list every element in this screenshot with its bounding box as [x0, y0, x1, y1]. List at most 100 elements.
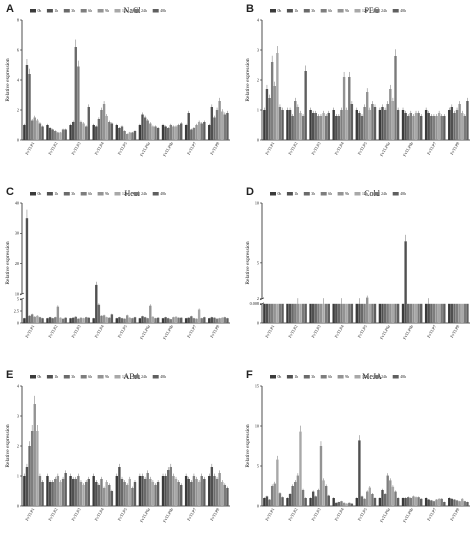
bar-b-fvtlp7-6h [432, 116, 436, 140]
bar-b-fvtlp4-1h [335, 116, 338, 140]
bar-d-fvtlp3-24h [324, 303, 328, 323]
y-tick-label: 20 [15, 261, 19, 266]
bar-a-fvtlp6b-24h [177, 125, 180, 140]
bar-b-fvtlp5-48h [373, 107, 377, 140]
bar-f-fvtlp4-0h [332, 498, 335, 506]
bar-a-fvtlp5-6h [123, 131, 126, 140]
bar-c-fvtlp6a-6h [146, 318, 149, 323]
bar-a-fvtlp1-9h [33, 117, 36, 140]
bar-c-fvtlp7-1h [187, 317, 190, 323]
x-tick-label: FvTLP5 [357, 141, 368, 156]
y-tick-label: 3 [257, 47, 259, 52]
bar-f-fvtlp6a-12h [391, 486, 395, 506]
bar-e-fvtlp7-48h [203, 479, 206, 506]
bar-b-fvtlp1-1h [265, 89, 269, 140]
bar-f-fvtlp6a-1h [381, 490, 384, 506]
bar-d-fvtlp5-6h [363, 303, 366, 323]
bar-a-fvtlp2-24h [61, 129, 65, 140]
bar-e-fvtlp1-0h [23, 476, 26, 506]
bar-f-fvtlp1-24h [278, 493, 282, 506]
chart-title: ABA [124, 372, 141, 381]
bar-a-fvtlp7-6h [192, 128, 196, 140]
bar-f-fvtlp1-12h [276, 459, 279, 506]
legend-swatch [30, 375, 36, 379]
bar-c-fvtlp6a-9h [149, 305, 152, 323]
bar-e-fvtlp4-0h [92, 476, 95, 506]
bar-e-fvtlp8-48h [226, 488, 229, 506]
x-tick-label: FvTLP6b [402, 141, 414, 157]
x-tick-label: FvTLP7 [186, 141, 197, 156]
bar-a-fvtlp2-3h [51, 129, 54, 140]
y-axis-label: Relative expression [245, 58, 251, 101]
bar-c-fvtlp7-12h [197, 309, 201, 323]
bar-d-fvtlp7-12h [437, 303, 441, 323]
x-tick-label: FvTLP6a [379, 141, 391, 157]
bar-a-fvtlp2-6h [54, 131, 57, 140]
bar-e-fvtlp2-12h [59, 482, 62, 506]
bar-b-fvtlp4-48h [350, 104, 354, 140]
legend-swatch [270, 375, 276, 379]
legend-swatch [46, 9, 53, 13]
bar-a-fvtlp3-3h [74, 47, 77, 140]
bar-f-fvtlp5-48h [373, 498, 377, 506]
bar-d-fvtlp2-12h [299, 303, 302, 323]
bar-a-fvtlp2-9h [56, 132, 60, 140]
bar-d-fvtlp6a-1h [381, 303, 384, 323]
bar-d-fvtlp4-1h [335, 303, 338, 323]
bar-d-fvtlp1-9h [273, 303, 276, 323]
legend-swatch [97, 9, 104, 13]
bar-e-fvtlp2-1h [48, 482, 52, 506]
bar-d-fvtlp6b-24h [417, 303, 420, 323]
bar-b-fvtlp1-24h [278, 107, 282, 140]
bar-c-fvtlp4-3h [97, 304, 101, 323]
y-tick-label: 3 [17, 413, 19, 418]
bar-d-fvtlp7-48h [443, 303, 446, 323]
legend-label: 0h [278, 9, 282, 13]
bar-f-fvtlp7-9h [435, 499, 438, 506]
bar-c-fvtlp1-0h [23, 318, 26, 323]
legend-label: 6h [88, 192, 92, 196]
bar-b-fvtlp2-3h [291, 116, 294, 140]
legend-swatch [286, 375, 293, 379]
legend-swatch [133, 9, 140, 13]
bar-e-fvtlp2-48h [64, 473, 67, 506]
bar-a-fvtlp3-9h [79, 122, 83, 140]
legend-label: 0h [278, 375, 282, 379]
x-tick-label: FvTLP7 [186, 507, 197, 522]
bar-a-fvtlp4-0h [92, 125, 95, 140]
bar-c-fvtlp5-9h [126, 315, 129, 323]
bar-f-fvtlp3-24h [324, 486, 328, 506]
x-tick-label: FvTLP1 [264, 141, 275, 156]
bar-b-fvtlp8-1h [450, 107, 454, 140]
bar-f-fvtlp3-12h [322, 480, 325, 506]
bar-b-fvtlp6b-24h [417, 113, 420, 140]
legend-swatch [337, 375, 344, 379]
y-tick-label: 4 [257, 17, 260, 22]
bar-e-fvtlp5-24h [131, 488, 134, 506]
legend-label: 0h [38, 375, 42, 379]
bar-f-fvtlp6b-6h [409, 498, 413, 506]
bar-d-fvtlp1-12h [276, 303, 279, 323]
bar-e-fvtlp4-6h [100, 479, 103, 506]
legend-swatch [114, 375, 121, 379]
y-axis-label: Relative expression [5, 58, 11, 101]
bar-a-fvtlp4-24h [108, 122, 111, 140]
bar-f-fvtlp4-9h [342, 502, 346, 506]
x-tick-label: FvTLP8 [449, 324, 460, 339]
bar-d-fvtlp7-1h [427, 303, 430, 323]
bar-f-fvtlp5-3h [360, 496, 364, 506]
bar-e-fvtlp8-6h [215, 479, 219, 506]
legend-swatch [46, 192, 53, 196]
x-tick-label: FvTLP6a [379, 324, 391, 340]
bar-d-fvtlp8-48h [466, 303, 469, 323]
legend-swatch [97, 375, 104, 379]
bar-e-fvtlp4-9h [102, 488, 106, 506]
bar-e-fvtlp7-6h [192, 476, 196, 506]
bar-b-fvtlp5-1h [358, 113, 361, 140]
bar-e-fvtlp6b-12h [174, 479, 178, 506]
bar-a-fvtlp6b-6h [169, 125, 173, 140]
bar-b-fvtlp6a-6h [386, 104, 389, 140]
bar-b-fvtlp3-6h [317, 116, 320, 140]
bar-e-fvtlp1-3h [28, 446, 31, 506]
y-tick-label: 2.5 [14, 308, 19, 313]
